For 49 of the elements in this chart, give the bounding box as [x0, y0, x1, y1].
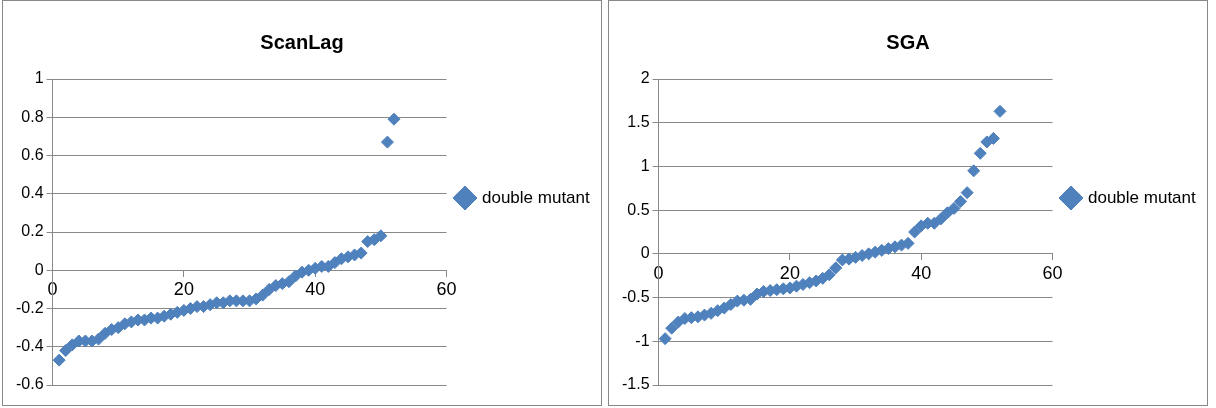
y-tick-label: 0.8: [21, 107, 44, 125]
y-tick-label: -0.4: [15, 337, 44, 355]
point: [658, 332, 672, 346]
point: [960, 186, 974, 200]
x-tick-label: 20: [779, 262, 800, 283]
y-tick-label: -0.6: [15, 375, 44, 393]
point: [954, 194, 968, 208]
y-tick-label: 0: [640, 244, 650, 262]
point: [665, 321, 679, 335]
x-tick-label: 60: [1042, 262, 1063, 283]
point: [829, 261, 843, 275]
x-tick-label: 20: [173, 279, 194, 300]
point: [908, 225, 922, 239]
y-tick-label: 1: [640, 156, 650, 174]
y-tick-label: 0.5: [627, 200, 650, 218]
point: [387, 112, 401, 126]
x-tick-label: 40: [911, 262, 932, 283]
point: [973, 146, 987, 160]
chart-title: SGA: [886, 30, 930, 53]
point: [380, 135, 394, 149]
chart-title: ScanLag: [260, 30, 344, 53]
y-tick-label: 2: [640, 69, 650, 87]
y-tick-label: 1.5: [627, 113, 650, 131]
point: [354, 246, 368, 260]
point: [374, 229, 388, 243]
y-tick-label: 0.4: [21, 184, 44, 202]
y-tick-label: -0.5: [621, 287, 650, 305]
legend-label: double mutant: [1088, 187, 1197, 207]
y-tick-label: 0.6: [21, 145, 44, 163]
y-tick-label: 0.2: [21, 222, 44, 240]
y-tick-label: -0.2: [15, 298, 44, 316]
point: [256, 288, 270, 302]
y-tick-label: -1: [635, 331, 650, 349]
point: [940, 206, 954, 220]
point: [967, 164, 981, 178]
x-tick-label: 60: [436, 279, 457, 300]
legend-label: double mutant: [482, 187, 591, 207]
point: [993, 104, 1007, 118]
point: [52, 353, 66, 367]
y-tick-label: -1.5: [621, 375, 650, 393]
point: [282, 275, 296, 289]
point: [934, 212, 948, 226]
point: [947, 201, 961, 215]
x-tick-label: 40: [305, 279, 326, 300]
point: [92, 332, 106, 346]
point: [822, 268, 836, 282]
point: [59, 344, 73, 358]
y-tick-label: 1: [34, 69, 44, 87]
point: [986, 131, 1000, 145]
